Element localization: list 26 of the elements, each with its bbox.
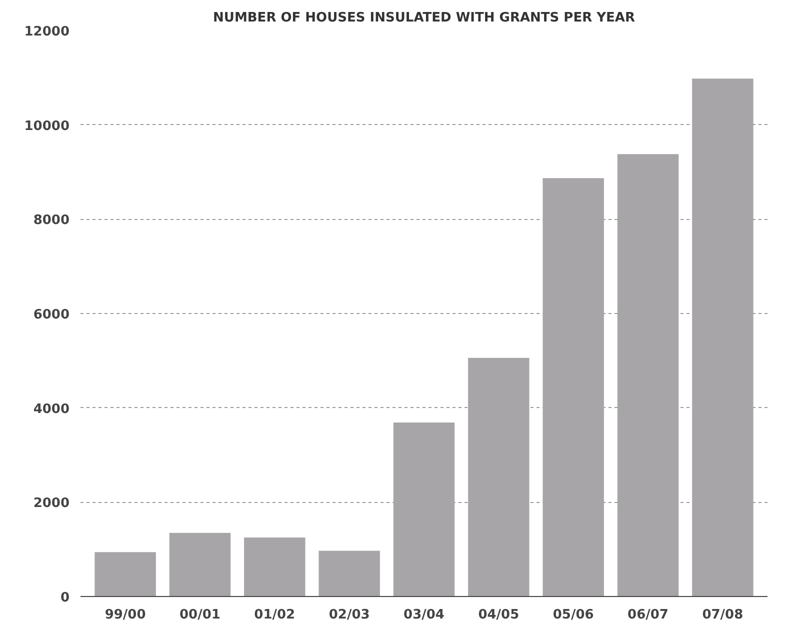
y-tick-label: 12000 xyxy=(24,24,70,40)
x-tick-label: 02/03 xyxy=(328,608,370,622)
bar xyxy=(617,154,679,596)
bar xyxy=(318,550,380,596)
y-tick-label: 6000 xyxy=(33,308,70,322)
x-tick-label: 04/05 xyxy=(478,608,520,622)
y-tick-label: 4000 xyxy=(33,402,70,417)
x-tick-label: 07/08 xyxy=(702,608,744,622)
y-tick-label: 8000 xyxy=(33,213,70,228)
chart-title: NUMBER OF HOUSES INSULATED WITH GRANTS PER YEAR xyxy=(213,10,635,26)
x-tick-label: 03/04 xyxy=(404,608,444,622)
x-tick-label: 01/02 xyxy=(254,608,296,622)
bar xyxy=(244,538,306,596)
x-tick-label: 00/01 xyxy=(180,608,220,622)
x-tick-label: 05/06 xyxy=(552,608,594,622)
y-tick-label: 10000 xyxy=(24,118,70,134)
bar xyxy=(393,422,455,596)
bar xyxy=(692,78,754,596)
bar xyxy=(542,178,604,596)
y-tick-label: 0 xyxy=(60,590,70,606)
y-tick-label: 2000 xyxy=(33,496,70,512)
bar xyxy=(169,532,231,596)
bar xyxy=(94,552,156,596)
x-tick-label: 99/00 xyxy=(104,608,146,622)
x-tick-label: 06/07 xyxy=(628,608,668,622)
bar xyxy=(468,358,530,596)
